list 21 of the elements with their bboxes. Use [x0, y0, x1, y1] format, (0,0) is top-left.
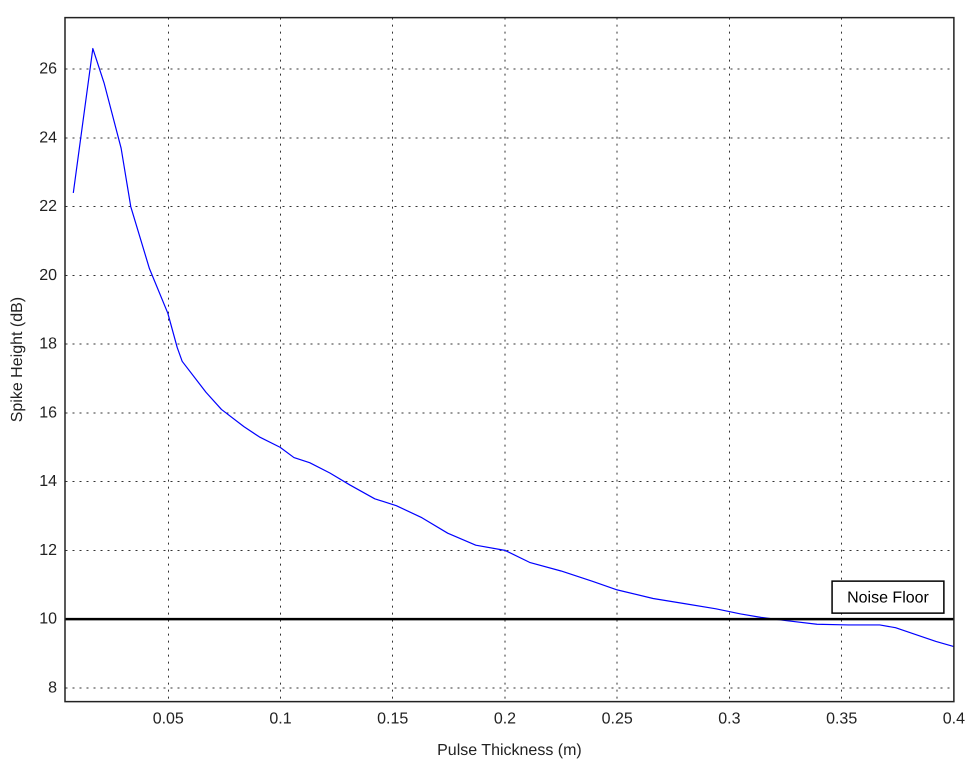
y-tick-label: 26 [39, 60, 58, 78]
y-tick-label: 24 [39, 129, 58, 146]
x-tick-label: 0.35 [826, 710, 858, 728]
y-tick-label: 14 [39, 473, 58, 490]
x-tick-label: 0.05 [152, 710, 184, 728]
x-tick-label: 0.4 [942, 710, 966, 728]
y-tick-label: 12 [39, 542, 58, 559]
x-tick-label: 0.15 [377, 710, 408, 728]
y-tick-label: 16 [39, 404, 58, 422]
y-axis-title: Spike Height (dB) [9, 296, 26, 422]
x-axis-title: Pulse Thickness (m) [437, 742, 582, 759]
x-tick-label: 0.25 [602, 710, 633, 728]
y-tick-label: 22 [39, 198, 58, 216]
x-tick-label: 0.1 [269, 710, 292, 728]
ref-line-label: Noise Floor [847, 590, 930, 607]
y-tick-label: 8 [48, 679, 58, 696]
y-tick-label: 18 [39, 336, 58, 353]
x-tick-label: 0.3 [718, 710, 741, 728]
y-tick-label: 20 [39, 266, 58, 284]
x-tick-label: 0.2 [494, 710, 516, 728]
y-tick-label: 10 [39, 610, 58, 628]
